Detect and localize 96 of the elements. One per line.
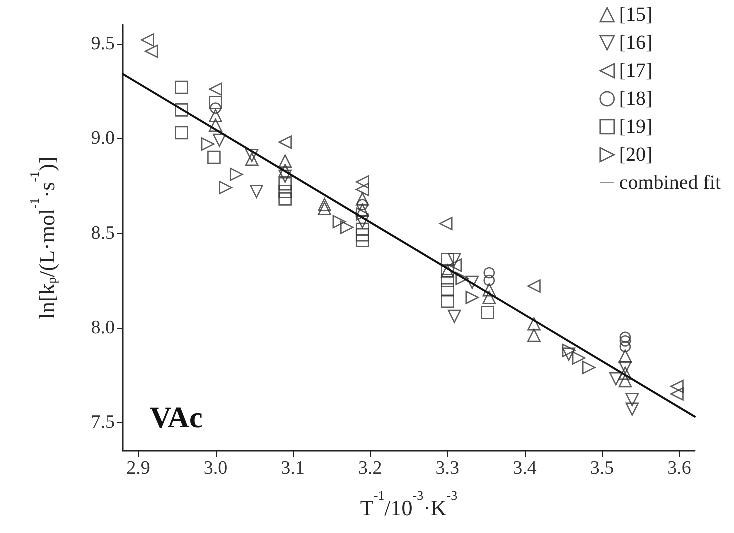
y-tick-label: 9.0	[91, 128, 115, 150]
point	[484, 274, 496, 286]
point	[528, 280, 541, 293]
point	[250, 184, 264, 198]
point	[201, 138, 215, 151]
point	[626, 393, 640, 407]
point	[245, 152, 259, 166]
point	[278, 184, 292, 198]
point	[562, 344, 576, 358]
x-tick-label: 3.0	[204, 458, 228, 479]
point	[620, 341, 632, 353]
legend-label: [20]	[619, 144, 653, 166]
x-tick-label: 3.2	[358, 458, 382, 479]
point	[356, 234, 370, 248]
point	[278, 154, 292, 168]
point	[484, 267, 496, 279]
legend-label: [15]	[619, 4, 653, 26]
point	[210, 102, 222, 114]
point	[618, 366, 632, 380]
x-tick-label: 3.4	[513, 458, 538, 479]
point	[441, 294, 454, 308]
point	[572, 352, 586, 365]
point	[448, 310, 462, 324]
point	[175, 126, 188, 140]
point	[175, 104, 188, 117]
point	[278, 192, 292, 206]
point	[209, 82, 222, 96]
point	[670, 380, 684, 394]
legend-label: combined fit	[619, 172, 722, 194]
point	[620, 332, 632, 344]
point	[208, 150, 221, 164]
point	[562, 348, 576, 362]
point	[456, 272, 469, 286]
point	[278, 164, 292, 178]
point	[278, 136, 292, 150]
point	[278, 177, 292, 191]
point	[610, 372, 623, 386]
y-tick-label: 8.5	[91, 222, 115, 244]
point	[528, 317, 541, 331]
point	[441, 274, 454, 288]
point	[482, 290, 496, 304]
y-tick-label: 9.5	[91, 33, 115, 54]
point	[356, 175, 370, 189]
point	[144, 44, 158, 58]
point	[209, 109, 222, 123]
y-tick-label: 8.0	[91, 317, 115, 338]
legend-label: [18]	[619, 88, 653, 110]
point	[618, 374, 632, 388]
point	[230, 168, 244, 182]
x-tick-label: 3.5	[590, 458, 614, 479]
point	[356, 228, 370, 242]
x-tick-label: 3.3	[436, 458, 460, 479]
point	[482, 283, 496, 297]
point	[356, 204, 370, 218]
point	[141, 33, 154, 47]
point	[356, 192, 370, 206]
point	[618, 361, 632, 374]
point	[439, 217, 453, 230]
x-tick-label: 2.9	[126, 458, 150, 479]
point	[278, 170, 292, 184]
x-tick-label: 3.6	[668, 458, 692, 479]
point	[175, 80, 188, 94]
point	[448, 253, 462, 266]
annotation: VAc	[150, 402, 203, 434]
point	[318, 202, 332, 216]
point	[356, 183, 370, 196]
x-tick-label: 3.1	[281, 458, 305, 479]
y-tick-label: 7.5	[91, 412, 115, 434]
point	[466, 276, 480, 290]
point	[356, 215, 370, 229]
point	[212, 134, 226, 148]
point	[356, 222, 370, 236]
point	[245, 148, 259, 162]
point	[620, 336, 632, 347]
point	[356, 208, 370, 221]
point	[332, 215, 346, 229]
y-axis-title: ln[kp/(L·mol-1·s-1)]	[27, 156, 60, 320]
point	[481, 306, 494, 320]
point	[626, 402, 640, 416]
point	[441, 253, 454, 266]
legend-label: [19]	[619, 116, 653, 138]
point	[448, 258, 462, 272]
point	[670, 388, 684, 401]
point	[356, 199, 368, 211]
point	[219, 181, 232, 194]
point	[209, 96, 222, 110]
point	[318, 198, 332, 212]
point	[441, 283, 454, 297]
point	[466, 290, 480, 304]
point	[528, 328, 541, 342]
point	[340, 220, 354, 234]
point	[582, 361, 596, 374]
point	[618, 350, 632, 363]
legend-label: [17]	[619, 60, 653, 82]
point	[209, 118, 222, 132]
legend-label: [16]	[619, 32, 653, 54]
